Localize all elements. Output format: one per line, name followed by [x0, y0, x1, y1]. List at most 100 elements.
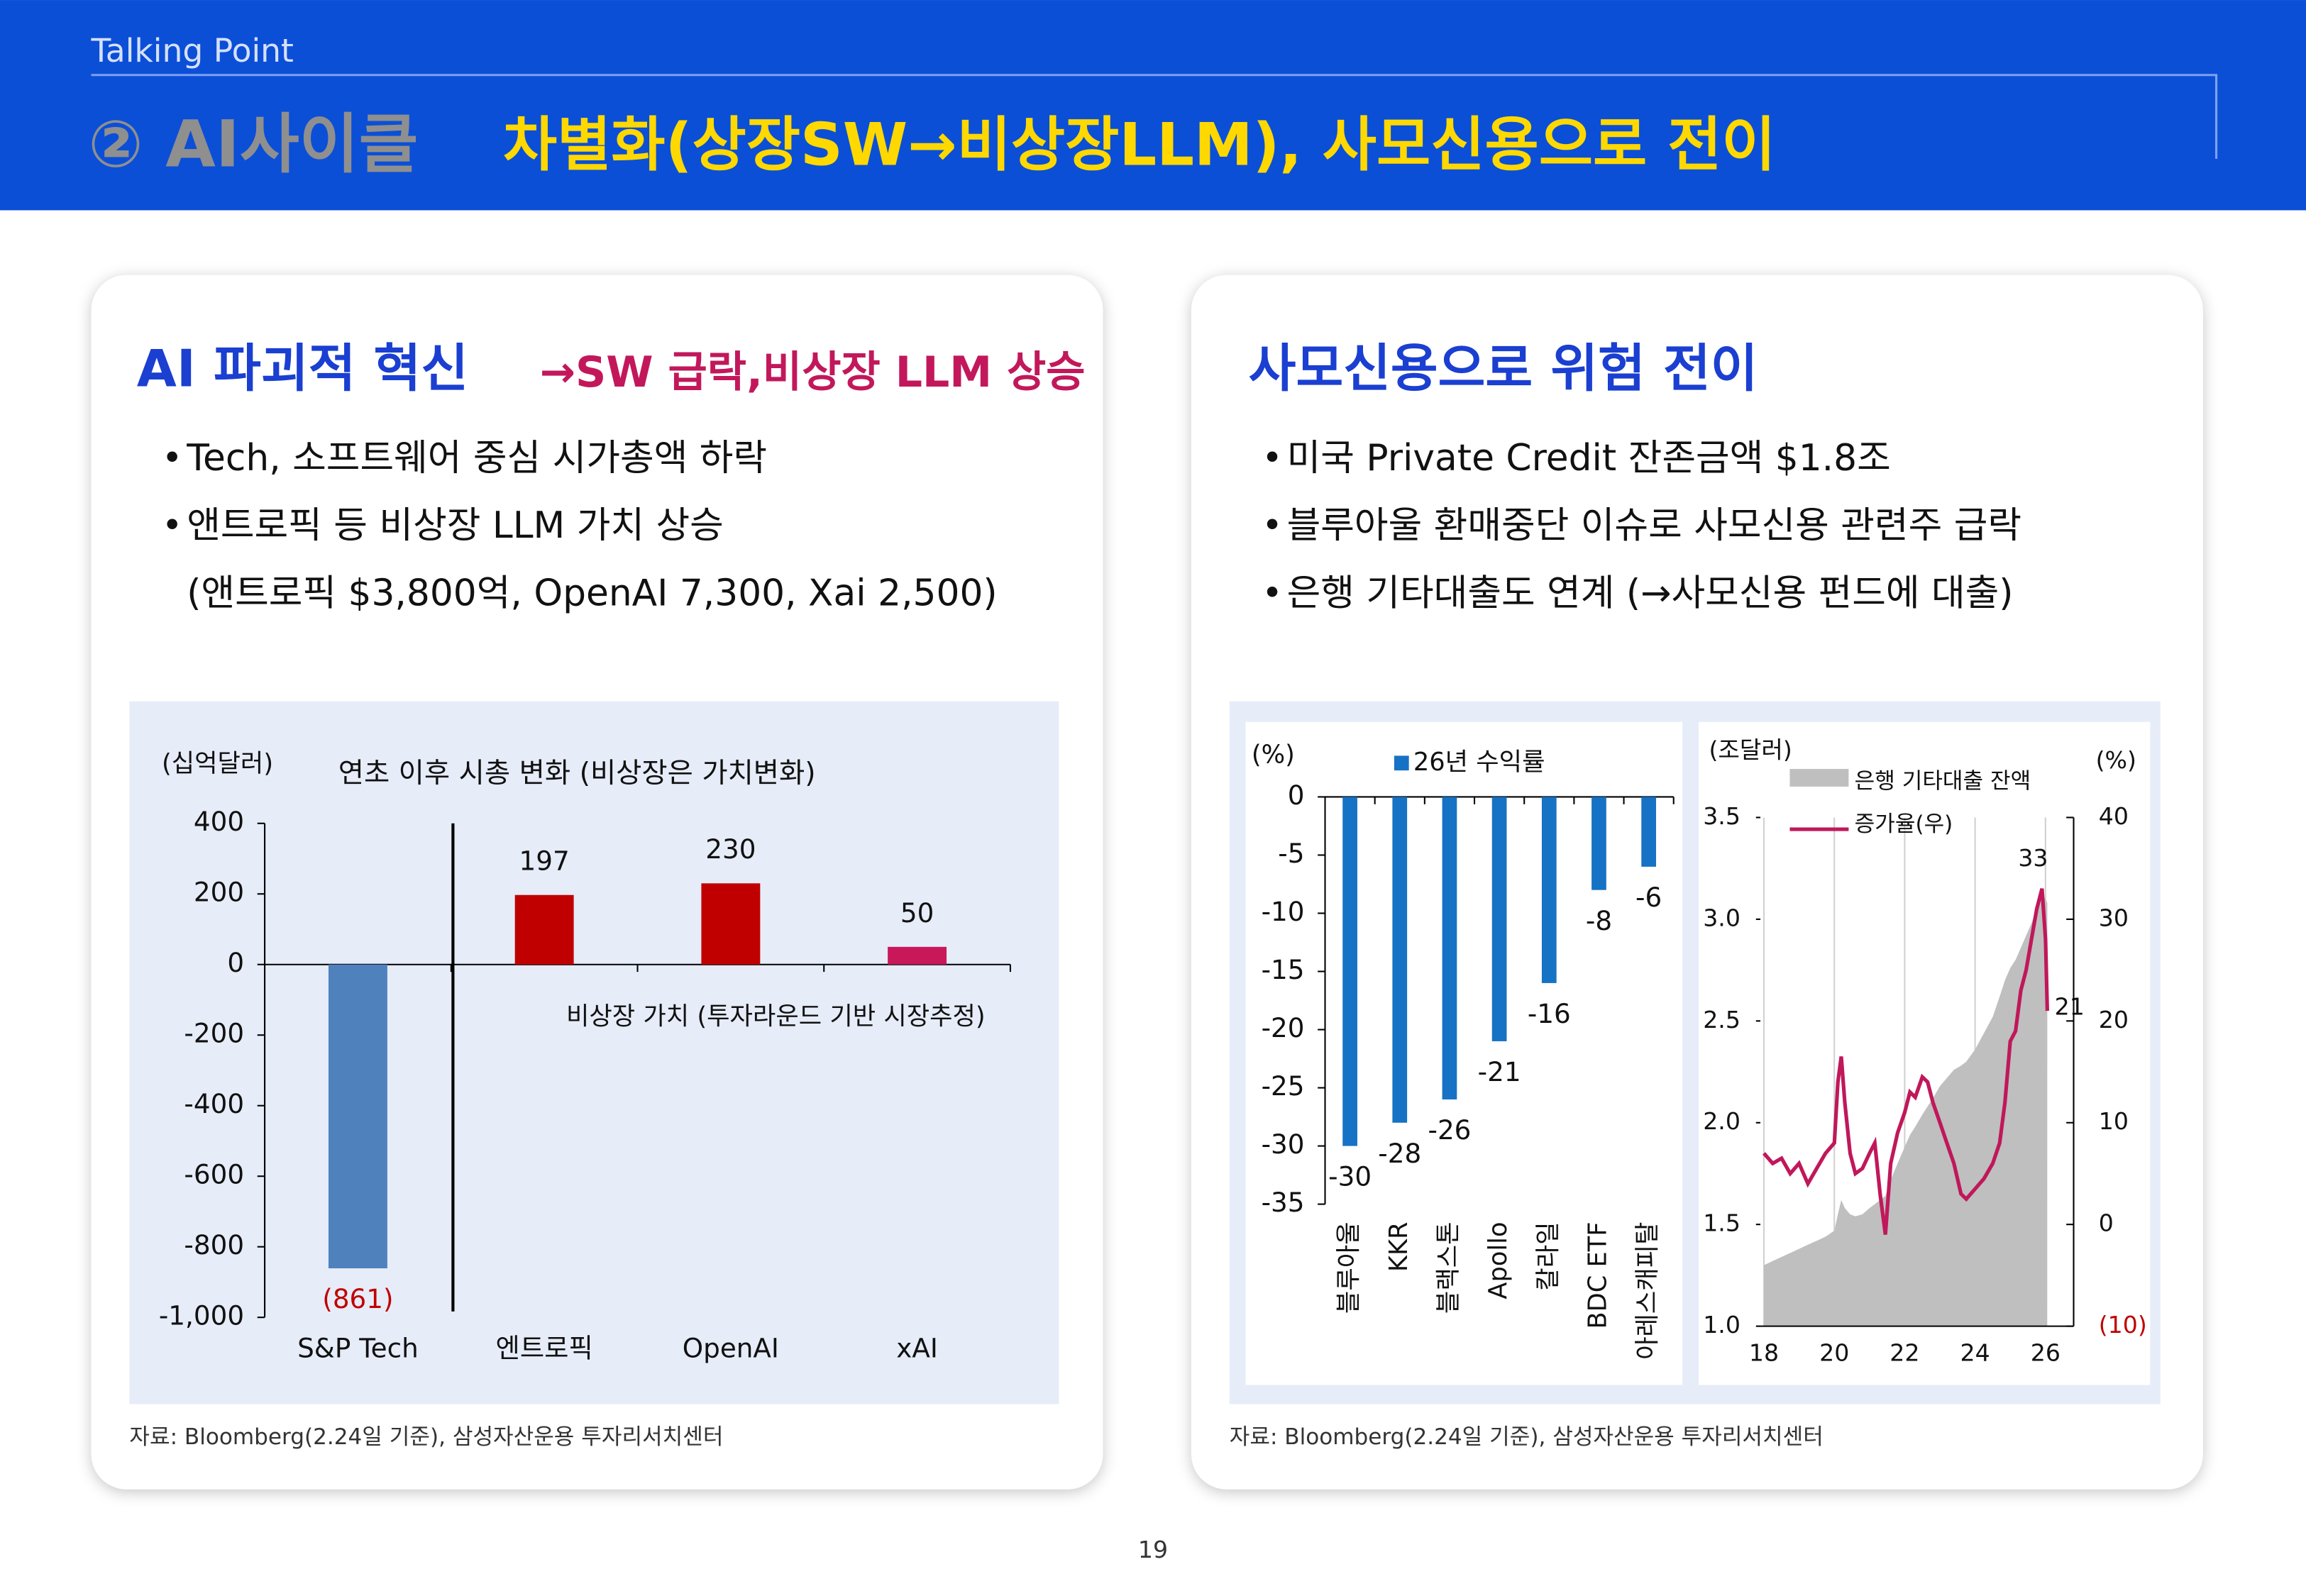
source-note: 자료: Bloomberg(2.24일 기준), 삼성자산운용 투자리서치센터	[129, 1424, 723, 1450]
value-label: -21	[1478, 1056, 1521, 1087]
x-tick-label: BDC ETF	[1583, 1221, 1612, 1329]
y2-tick-label: (10)	[2099, 1311, 2147, 1339]
header-label: Talking Point	[91, 32, 294, 70]
y-tick-label: -25	[1262, 1070, 1305, 1102]
value-label: -16	[1528, 998, 1571, 1029]
line	[1762, 888, 2050, 1235]
y2-tick-label: 30	[2099, 904, 2129, 931]
bullet-text: (앤트로픽 $3,800억, OpenAI 7,300, Xai 2,500)	[187, 572, 997, 614]
bullet-dot: •	[162, 437, 182, 478]
bullet-dot: •	[1262, 505, 1282, 546]
unit-label: (%)	[1252, 740, 1295, 769]
value-label: -6	[1635, 882, 1662, 913]
x-tick-label: 22	[1890, 1339, 1919, 1367]
legend-swatch	[1394, 755, 1409, 771]
value-label: 230	[705, 833, 756, 865]
x-tick-label: 블루아울	[1335, 1221, 1364, 1314]
bar	[1442, 797, 1457, 1099]
y-tick-label: 0	[1288, 780, 1305, 811]
x-tick-label: 블랙스톤	[1434, 1221, 1463, 1314]
bullet-text: 앤트로픽 등 비상장 LLM 가치 상승	[187, 504, 724, 547]
bullet-text: 미국 Private Credit 잔존금액 $1.8조	[1287, 437, 1891, 480]
value-label: -26	[1428, 1114, 1471, 1146]
bar	[1541, 797, 1557, 983]
bullet-dot: •	[162, 505, 182, 546]
x-tick-label: Apollo	[1484, 1221, 1513, 1299]
y2-tick-label: 20	[2099, 1006, 2129, 1033]
panel-title-accent: →SW 급락,비상장 LLM 상승	[540, 348, 1086, 397]
x-tick-label: 26	[2031, 1339, 2060, 1367]
unit-label-right: (%)	[2096, 746, 2136, 774]
unit-label: (십억달러)	[162, 749, 273, 778]
bar	[888, 946, 947, 965]
y-tick-label: 1.0	[1703, 1311, 1740, 1339]
value-label: (861)	[322, 1283, 393, 1314]
value-label: -28	[1378, 1138, 1421, 1169]
page-number: 19	[1138, 1536, 1168, 1563]
y-tick-label: 3.5	[1703, 802, 1740, 830]
y-tick-label: 3.0	[1703, 904, 1740, 931]
y-tick-label: -200	[184, 1018, 244, 1049]
y-tick-label: -1,000	[159, 1300, 244, 1331]
bar	[1641, 797, 1657, 867]
y-tick-label: -15	[1262, 954, 1305, 985]
y-tick-label: 200	[194, 877, 244, 908]
bar	[1392, 797, 1408, 1123]
y-tick-label: 2.0	[1703, 1107, 1740, 1135]
bullet-text: 블루아울 환매중단 이슈로 사모신용 관련주 급락	[1287, 504, 2021, 547]
y-tick-label: -10	[1262, 896, 1305, 927]
area	[1763, 894, 2048, 1326]
y-tick-label: 400	[194, 806, 244, 837]
value-label: -30	[1328, 1161, 1372, 1192]
annotation: 비상장 가치 (투자라운드 기반 시장추정)	[566, 1002, 986, 1031]
unit-label: (조달러)	[1709, 736, 1792, 764]
header-title-yellow: 차별화(상장SW→비상장LLM), 사모신용으로 전이	[503, 110, 1776, 179]
y2-tick-label: 0	[2099, 1209, 2114, 1237]
y-tick-label: -600	[184, 1159, 244, 1190]
y-tick-label: 1.5	[1703, 1209, 1740, 1237]
x-tick-label: 18	[1749, 1339, 1779, 1367]
chart-box	[129, 701, 1059, 1404]
bar	[701, 883, 761, 965]
bar	[1491, 797, 1507, 1041]
bullet-dot: •	[1262, 572, 1282, 614]
y2-tick-label: 40	[2099, 802, 2129, 830]
panel-title: 사모신용으로 위험 전이	[1249, 339, 1758, 399]
legend-swatch	[1789, 769, 1849, 787]
y-tick-label: -20	[1262, 1012, 1305, 1043]
source-note: 자료: Bloomberg(2.24일 기준), 삼성자산운용 투자리서치센터	[1230, 1424, 1824, 1450]
y-tick-label: -400	[184, 1088, 244, 1119]
value-label: 33	[2018, 844, 2048, 872]
value-label: 197	[519, 846, 570, 877]
value-label: -8	[1586, 905, 1612, 936]
y2-tick-label: 10	[2099, 1107, 2129, 1135]
x-tick-label: OpenAI	[683, 1332, 779, 1363]
bullet-text: Tech, 소프트웨어 중심 시가총액 하락	[186, 437, 767, 480]
x-tick-label: 20	[1819, 1339, 1849, 1367]
legend-label: 26년 수익률	[1413, 748, 1545, 777]
x-tick-label: 24	[1960, 1339, 1990, 1367]
y-tick-label: -800	[184, 1229, 244, 1260]
header-band	[0, 0, 2306, 211]
bar	[1591, 797, 1606, 890]
bar	[1342, 797, 1357, 1146]
value-label: 21	[2055, 992, 2085, 1020]
y-tick-label: -5	[1278, 838, 1304, 869]
value-label: 50	[900, 897, 934, 929]
x-tick-label: 엔트로픽	[496, 1332, 593, 1363]
legend-label: 은행 기타대출 잔액	[1855, 769, 2031, 794]
header-rule	[91, 74, 2218, 159]
header-title-gray: ② AI사이클	[88, 106, 418, 182]
panel-title: AI 파괴적 혁신	[137, 339, 468, 399]
y-tick-label: 2.5	[1703, 1006, 1740, 1033]
x-tick-label: 아레스캐피탈	[1633, 1221, 1662, 1359]
bullet-text: 은행 기타대출도 연계 (→사모신용 펀드에 대출)	[1287, 572, 2014, 614]
x-tick-label: S&P Tech	[297, 1332, 419, 1363]
y-tick-label: -35	[1262, 1187, 1305, 1218]
bar	[514, 894, 574, 965]
y-tick-label: 0	[227, 947, 244, 978]
x-tick-label: xAI	[896, 1332, 938, 1363]
